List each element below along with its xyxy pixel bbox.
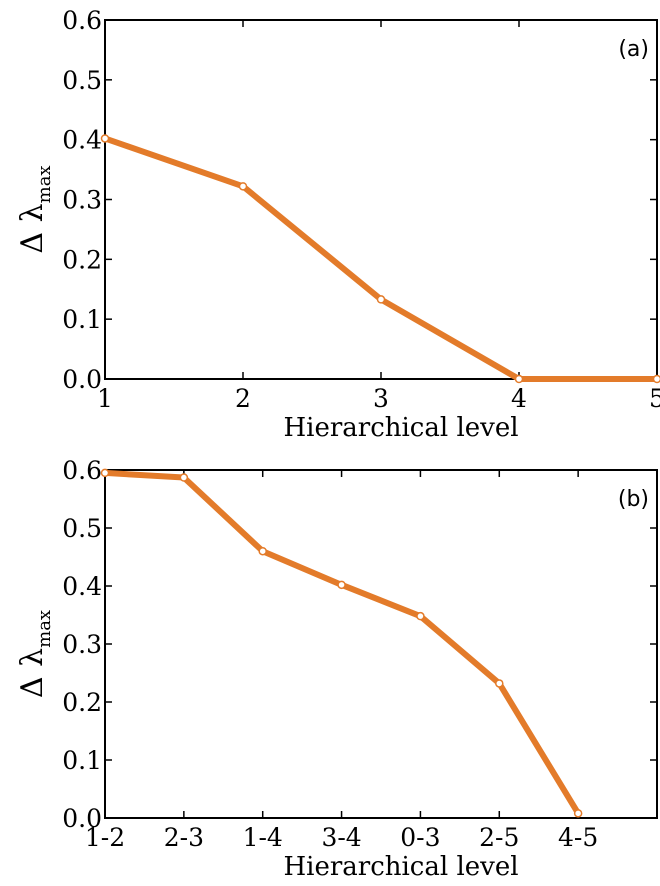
- y-tick-label: 0.4: [62, 126, 102, 155]
- x-tick-label: 3: [373, 384, 389, 413]
- x-tick-label: 2-3: [164, 823, 204, 852]
- plot-frame-a: [104, 19, 658, 380]
- series-points-a: [100, 134, 660, 384]
- y-axis-label-subscript-a: max: [34, 165, 55, 203]
- series-points-b: [100, 468, 583, 818]
- y-tick-label: 0.5: [62, 514, 102, 543]
- y-axis-label-a: Δ λmax: [15, 165, 55, 253]
- y-tick-labels-a: 0.0 0.1 0.2 0.3 0.4 0.5 0.6: [62, 6, 102, 394]
- data-point: [652, 374, 660, 384]
- y-tick-label: 0.3: [62, 186, 102, 215]
- series-line-a: [104, 135, 657, 382]
- y-tick-label: 0.2: [62, 688, 102, 717]
- x-axis-label-b: Hierarchical level: [283, 852, 518, 882]
- data-point: [238, 182, 248, 191]
- y-tick-label: 0.0: [62, 365, 102, 394]
- chart-panel-b: 1-2 2-3 1-4 3-4 0-3 2-5 4-5 0.0 0.1 0.2 0.3 0.4 0.5…: [15, 456, 658, 882]
- data-point: [416, 611, 425, 621]
- y-tick-label: 0.1: [62, 305, 102, 334]
- data-point: [179, 473, 189, 482]
- x-tick-label: 5: [649, 384, 660, 413]
- y-axis-label-subscript-b: max: [34, 610, 55, 648]
- y-axis-label-symbol-a: Δ λ: [15, 203, 50, 253]
- x-axis-label-a: Hierarchical level: [283, 413, 518, 443]
- ticks-a: [104, 19, 658, 380]
- y-axis-label-symbol-b: Δ λ: [15, 648, 50, 698]
- data-point: [337, 580, 346, 590]
- x-tick-label: 2-5: [479, 823, 519, 852]
- y-tick-label: 0.0: [62, 804, 102, 833]
- x-tick-label: 3-4: [321, 823, 361, 852]
- data-point: [376, 295, 386, 304]
- y-tick-label: 0.3: [62, 630, 102, 659]
- ticks-b: [104, 469, 657, 819]
- x-tick-labels-a: 1 2 3 4 5: [97, 384, 660, 413]
- x-tick-label: 0-3: [400, 823, 440, 852]
- series-line-b: [104, 469, 581, 815]
- x-tick-label: 1-4: [243, 823, 283, 852]
- series-line: [104, 469, 581, 815]
- data-point: [495, 679, 504, 688]
- x-tick-label: 4-5: [558, 823, 598, 852]
- y-tick-label: 0.6: [62, 6, 102, 35]
- plot-frame-b: [104, 469, 658, 819]
- x-tick-label: 2: [235, 384, 251, 413]
- y-axis-label-b: Δ λmax: [15, 610, 55, 698]
- y-tick-label: 0.2: [62, 245, 102, 274]
- panel-label-a: (a): [618, 37, 649, 62]
- x-tick-labels-b: 1-2 2-3 1-4 3-4 0-3 2-5 4-5: [85, 823, 598, 852]
- y-tick-label: 0.1: [62, 746, 102, 775]
- x-tick-label: 1: [97, 384, 113, 413]
- data-point: [100, 134, 110, 143]
- chart-panel-a: 1 2 3 4 5 0.0 0.1 0.2 0.3 0.4 0.5 0.6 (a) Hierarch…: [15, 6, 660, 443]
- data-point: [514, 374, 524, 384]
- y-tick-label: 0.4: [62, 572, 102, 601]
- y-tick-label: 0.6: [62, 456, 102, 485]
- data-point: [100, 468, 110, 478]
- y-tick-label: 0.5: [62, 66, 102, 95]
- data-point: [573, 809, 583, 818]
- series-line: [104, 135, 657, 382]
- x-tick-label: 1-2: [85, 823, 125, 852]
- x-tick-label: 4: [511, 384, 527, 413]
- data-point: [258, 546, 267, 556]
- panel-label-b: (b): [618, 487, 649, 512]
- y-tick-labels-b: 0.0 0.1 0.2 0.3 0.4 0.5 0.6: [62, 456, 102, 833]
